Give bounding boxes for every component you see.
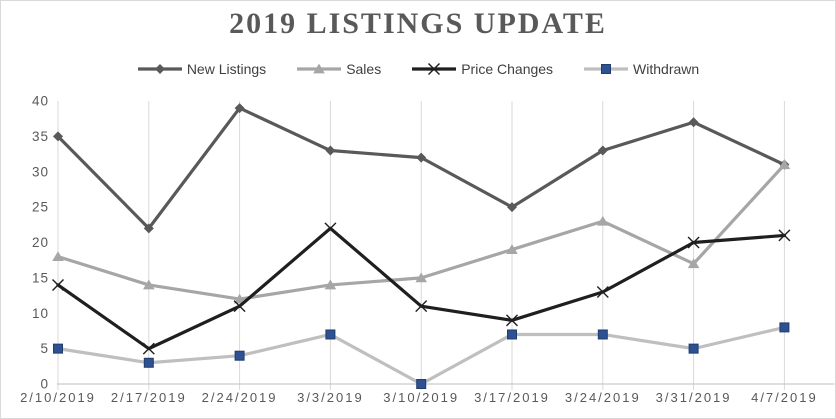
y-axis-label: 15 xyxy=(32,270,49,285)
legend-item-new-listings[interactable]: New Listings xyxy=(137,61,266,77)
y-axis-label: 10 xyxy=(32,306,49,321)
x-marker-icon xyxy=(428,63,441,75)
square-marker-icon xyxy=(325,329,336,340)
diamond-marker-icon xyxy=(137,64,182,74)
x-axis-label: 3/31/2019 xyxy=(656,390,732,405)
diamond-marker-icon xyxy=(507,202,517,213)
x-axis-label: 3/24/2019 xyxy=(565,390,641,405)
diamond-marker-icon xyxy=(143,223,154,234)
diamond-marker-icon xyxy=(416,152,427,163)
square-marker-icon xyxy=(143,357,154,368)
x-marker-icon xyxy=(412,63,457,75)
square-marker-icon xyxy=(688,343,699,354)
diamond-marker-icon xyxy=(597,145,608,156)
triangle-marker-icon xyxy=(324,279,337,290)
x-axis-label: 3/17/2019 xyxy=(474,390,550,405)
diamond-marker-icon xyxy=(234,103,245,114)
x-marker-icon xyxy=(142,342,155,355)
x-marker-icon xyxy=(52,278,64,291)
triangle-marker-icon xyxy=(597,215,609,226)
x-axis-label: 2/17/2019 xyxy=(111,390,187,405)
triangle-marker-icon xyxy=(506,244,518,254)
square-marker-icon xyxy=(779,322,790,333)
triangle-marker-icon xyxy=(687,258,700,269)
x-axis-label: 4/7/2019 xyxy=(751,390,818,405)
x-axis-label: 3/3/2019 xyxy=(297,390,364,405)
square-marker-icon xyxy=(584,64,629,74)
chart-title: 2019 LISTINGS UPDATE xyxy=(229,7,607,40)
x-marker-icon xyxy=(324,222,337,235)
y-axis-label: 5 xyxy=(40,341,49,356)
triangle-marker-icon xyxy=(313,63,325,74)
triangle-marker-icon xyxy=(415,272,427,283)
legend-label: New Listings xyxy=(186,61,267,77)
y-axis-label: 20 xyxy=(32,235,49,250)
x-marker-icon xyxy=(233,300,246,313)
triangle-marker-icon xyxy=(297,63,342,74)
diamond-marker-icon xyxy=(325,145,336,156)
square-marker-icon xyxy=(234,350,245,361)
y-axis-label: 35 xyxy=(32,129,49,144)
legend-label: Sales xyxy=(346,61,382,77)
triangle-marker-icon xyxy=(143,279,155,290)
legend-item-price-changes[interactable]: Price Changes xyxy=(411,61,553,77)
x-marker-icon xyxy=(596,286,609,299)
x-axis-label: 3/10/2019 xyxy=(383,390,459,405)
square-marker-icon xyxy=(416,379,427,389)
diamond-marker-icon xyxy=(688,117,699,128)
y-axis-label: 0 xyxy=(40,377,49,392)
x-marker-icon xyxy=(778,229,791,242)
x-axis-label: 2/10/2019 xyxy=(20,390,96,405)
x-marker-icon xyxy=(415,300,428,313)
triangle-marker-icon xyxy=(778,159,791,170)
legend-label: Price Changes xyxy=(461,61,554,77)
chart-legend: New Listings Sales Price Changes Withdra… xyxy=(1,61,835,77)
legend-item-sales[interactable]: Sales xyxy=(296,61,381,77)
x-axis-label: 2/24/2019 xyxy=(202,390,278,405)
legend-label: Withdrawn xyxy=(633,61,700,77)
square-marker-icon xyxy=(601,64,612,74)
x-marker-icon xyxy=(506,314,518,327)
triangle-marker-icon xyxy=(52,251,64,262)
x-marker-icon xyxy=(687,236,700,249)
square-marker-icon xyxy=(507,329,517,340)
diamond-marker-icon xyxy=(53,131,63,142)
y-axis-label: 25 xyxy=(32,200,49,215)
y-axis-label: 30 xyxy=(32,164,49,179)
square-marker-icon xyxy=(53,343,63,354)
diamond-marker-icon xyxy=(154,64,165,74)
y-axis-label: 40 xyxy=(32,94,49,109)
triangle-marker-icon xyxy=(233,293,246,304)
square-marker-icon xyxy=(597,329,608,340)
legend-item-withdrawn[interactable]: Withdrawn xyxy=(583,61,699,77)
